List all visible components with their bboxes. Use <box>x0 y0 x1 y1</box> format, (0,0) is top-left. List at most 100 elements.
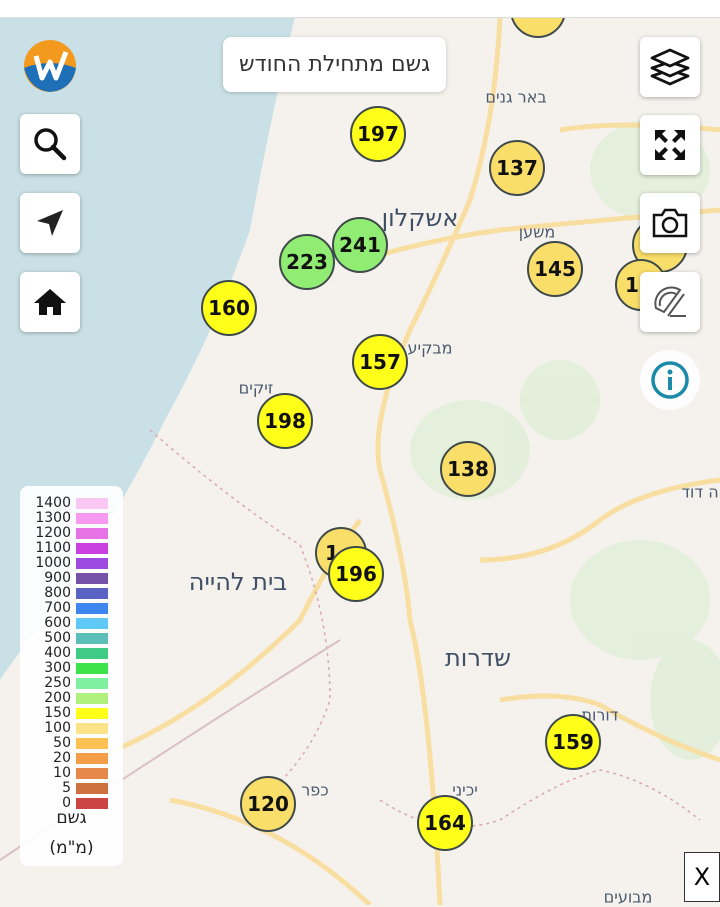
legend-label: 1400 <box>35 495 71 511</box>
top-header <box>0 0 720 18</box>
place-label: משען <box>518 222 556 242</box>
close-button[interactable]: X <box>684 852 720 902</box>
legend-item: 250 <box>20 676 123 691</box>
legend-item: 800 <box>20 586 123 601</box>
legend-swatch <box>76 678 108 689</box>
layers-icon <box>650 48 690 86</box>
legend-swatch <box>76 618 108 629</box>
legend-item: 100 <box>20 721 123 736</box>
place-label: כפר <box>301 780 329 800</box>
rain-station-marker[interactable]: 241 <box>332 217 388 273</box>
legend-label: 1000 <box>35 555 71 571</box>
legend-swatch <box>76 723 108 734</box>
legend-swatch <box>76 528 108 539</box>
legend-swatch <box>76 798 108 809</box>
legend-item: 20 <box>20 751 123 766</box>
rain-station-marker[interactable]: 137 <box>489 140 545 196</box>
legend-item: 1000 <box>20 556 123 571</box>
legend-label: 100 <box>44 720 71 736</box>
measure-button[interactable] <box>640 272 700 332</box>
protractor-icon <box>654 286 686 317</box>
legend-swatch <box>76 708 108 719</box>
legend-label: 800 <box>44 585 71 601</box>
legend-swatch <box>76 543 108 554</box>
legend-item: 700 <box>20 601 123 616</box>
rain-station-marker[interactable]: 138 <box>440 441 496 497</box>
rain-station-marker[interactable]: 164 <box>417 795 473 851</box>
legend-item: 500 <box>20 631 123 646</box>
legend-label: 1100 <box>35 540 71 556</box>
legend-swatch <box>76 768 108 779</box>
legend-label: 1300 <box>35 510 71 526</box>
w-logo-icon <box>24 40 76 92</box>
legend-item: 50 <box>20 736 123 751</box>
camera-icon <box>652 208 688 238</box>
legend-item: 300 <box>20 661 123 676</box>
place-label: מבקיע <box>407 338 453 358</box>
legend-label: 10 <box>53 765 71 781</box>
place-label: ה דוד <box>681 482 719 502</box>
legend-label: 600 <box>44 615 71 631</box>
legend-item: 1300 <box>20 511 123 526</box>
legend-label: 5 <box>62 780 71 796</box>
legend-title: גשם <box>56 808 87 828</box>
legend-swatch <box>76 648 108 659</box>
rain-station-marker[interactable]: 223 <box>279 234 335 290</box>
legend-label: 250 <box>44 675 71 691</box>
legend-swatch <box>76 633 108 644</box>
legend-item: 1400 <box>20 496 123 511</box>
camera-button[interactable] <box>640 193 700 253</box>
home-button[interactable] <box>20 272 80 332</box>
navigation-arrow-icon <box>37 210 63 236</box>
info-button[interactable] <box>640 350 700 410</box>
rain-station-marker[interactable]: 145 <box>527 241 583 297</box>
locate-button[interactable] <box>20 193 80 253</box>
legend-swatch <box>76 738 108 749</box>
legend-label: 50 <box>53 735 71 751</box>
app-logo[interactable] <box>22 38 78 94</box>
legend-swatch <box>76 588 108 599</box>
legend-label: 700 <box>44 600 71 616</box>
legend-swatch <box>76 513 108 524</box>
legend-label: 20 <box>53 750 71 766</box>
rain-station-marker[interactable]: 160 <box>201 280 257 336</box>
place-label: יכיני <box>452 780 478 800</box>
rain-station-marker[interactable]: 159 <box>545 714 601 770</box>
fullscreen-button[interactable] <box>640 115 700 175</box>
rain-station-marker[interactable]: 197 <box>350 106 406 162</box>
expand-icon <box>655 130 685 160</box>
legend-item: 1200 <box>20 526 123 541</box>
legend-item: 400 <box>20 646 123 661</box>
layers-button[interactable] <box>640 37 700 97</box>
legend-swatch <box>76 753 108 764</box>
legend-swatch <box>76 498 108 509</box>
rain-station-marker[interactable]: 157 <box>352 334 408 390</box>
legend-item: 200 <box>20 691 123 706</box>
rain-legend: 1400 1300 1200 1100 1000 900 800 700 600 500 400 30… <box>20 486 123 866</box>
legend-item: 5 <box>20 781 123 796</box>
legend-swatch <box>76 603 108 614</box>
legend-item: 1100 <box>20 541 123 556</box>
legend-swatch <box>76 783 108 794</box>
search-button[interactable] <box>20 114 80 174</box>
layer-title: גשם מתחילת החודש <box>223 37 447 92</box>
legend-label: 300 <box>44 660 71 676</box>
legend-swatch <box>76 573 108 584</box>
legend-swatch <box>76 558 108 569</box>
place-label: אשקלון <box>381 204 459 232</box>
legend-unit: (מ"מ) <box>49 838 94 858</box>
rain-station-marker[interactable]: 120 <box>240 776 296 832</box>
home-icon <box>34 289 66 315</box>
place-label: מבועים <box>603 887 653 907</box>
info-icon <box>651 361 689 399</box>
search-icon <box>34 128 67 161</box>
legend-label: 400 <box>44 645 71 661</box>
legend-label: 0 <box>62 795 71 811</box>
legend-item: 0 <box>20 796 123 811</box>
place-label: בית להייה <box>188 568 288 596</box>
rain-station-marker[interactable]: 196 <box>328 546 384 602</box>
place-label: שדרות <box>445 644 511 672</box>
rain-station-marker[interactable]: 198 <box>257 393 313 449</box>
legend-item: 600 <box>20 616 123 631</box>
place-label: זיקים <box>238 378 274 398</box>
